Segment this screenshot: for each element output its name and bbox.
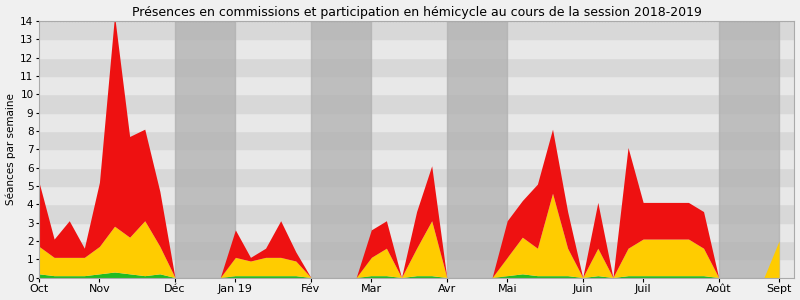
Bar <box>39 76 794 94</box>
Bar <box>39 186 794 204</box>
Bar <box>311 21 371 278</box>
Bar <box>39 94 794 113</box>
Bar <box>446 21 507 278</box>
Bar <box>39 21 794 39</box>
Bar <box>39 58 794 76</box>
Bar <box>39 131 794 149</box>
Title: Présences en commissions et participation en hémicycle au cours de la session 20: Présences en commissions et participatio… <box>132 6 702 19</box>
Y-axis label: Séances par semaine: Séances par semaine <box>6 93 16 205</box>
Bar <box>39 113 794 131</box>
Bar <box>39 259 794 278</box>
Bar <box>39 204 794 223</box>
Bar <box>175 21 235 278</box>
Bar <box>718 21 779 278</box>
Bar <box>39 39 794 58</box>
Bar <box>39 241 794 259</box>
Bar <box>39 168 794 186</box>
Bar <box>39 149 794 168</box>
Bar <box>39 223 794 241</box>
